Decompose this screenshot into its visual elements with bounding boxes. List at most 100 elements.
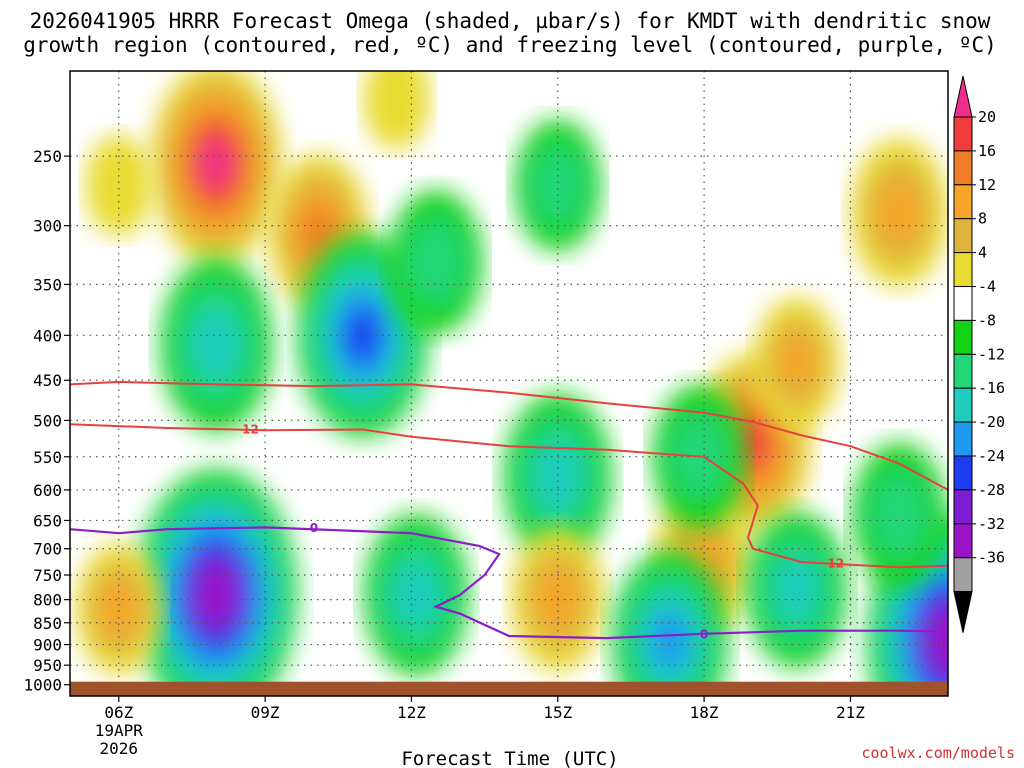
isotherm-label: 12 (827, 557, 844, 571)
colorbar-label: -4 (978, 278, 996, 296)
omega-blob (850, 137, 948, 288)
omega-shade-level (775, 556, 819, 624)
omega-shade-level (100, 580, 138, 638)
colorbar-swatch (953, 252, 973, 288)
omega-shading (70, 71, 948, 696)
y-tick-label: 950 (33, 656, 62, 675)
omega-shade-level (363, 71, 431, 150)
x-axis-title: Forecast Time (UTC) (401, 748, 618, 768)
y-tick-label: 900 (33, 636, 62, 655)
x-tick-label: 21Z (836, 703, 865, 722)
colorbar-swatch (953, 421, 973, 457)
y-tick-label: 1000 (23, 676, 62, 695)
omega-blob (753, 296, 840, 429)
chart-title-line-1: 2026041905 HRRR Forecast Omega (shaded, … (30, 9, 991, 33)
colorbar-label: 8 (978, 210, 987, 228)
plot-area: 12 12 0 0 (69, 70, 949, 697)
isotherm-upper-line (70, 380, 948, 491)
colorbar-label: -12 (978, 345, 1005, 363)
colorbar-swatch (953, 489, 973, 525)
y-tick-label: 600 (33, 481, 62, 500)
omega-shade-level (301, 205, 336, 258)
freezing-level-label: 0 (310, 521, 318, 535)
colorbar-bottom-arrow (953, 591, 973, 633)
omega-blob (611, 550, 729, 696)
temperature-contours: 12 12 0 0 (70, 380, 948, 642)
omega-blob (85, 134, 153, 237)
colorbar-label: -8 (978, 311, 996, 329)
y-tick-label: 850 (33, 614, 62, 633)
omega-blob (363, 513, 469, 676)
colorbar-label: 16 (978, 142, 996, 160)
omega-shade-level (200, 569, 233, 621)
colorbar-swatch (953, 286, 973, 321)
colorbar-swatch (953, 218, 973, 254)
y-tick-label: 550 (33, 448, 62, 467)
colorbar-label: 20 (978, 108, 996, 126)
y-tick-label: 700 (33, 540, 62, 559)
omega-shade-level (531, 145, 584, 226)
omega-blob (852, 442, 947, 587)
colorbar-swatch (953, 523, 973, 559)
omega-shade-level (931, 615, 948, 666)
colorbar-label: 4 (978, 244, 987, 262)
y-tick-label: 250 (33, 147, 62, 166)
colorbar-label: -24 (978, 447, 1005, 465)
y-tick-label: 750 (33, 566, 62, 585)
colorbar: 20 16 12 8 4 -4 -8 -12 -16 -20 -24 -28 -32 -36 (953, 75, 1005, 633)
x-tick-label: 06Z (104, 703, 133, 722)
x-year-label: 2026 (100, 739, 139, 758)
omega-shade-level (878, 180, 921, 245)
omega-shade-level (534, 441, 582, 514)
x-tick-label: 12Z (397, 703, 426, 722)
omega-blob (363, 71, 431, 150)
omega-shade-level (871, 471, 928, 558)
x-date-label: 19APR (95, 721, 144, 740)
isotherm-lower-line (70, 423, 948, 569)
colorbar-swatch (953, 387, 973, 423)
omega-shade-level (85, 134, 153, 237)
omega-blob (150, 71, 283, 266)
y-tick-label: 650 (33, 511, 62, 530)
omega-shade-level (192, 307, 241, 383)
x-tick-label: 15Z (543, 703, 572, 722)
colorbar-swatch (953, 184, 973, 220)
x-tick-label: 18Z (690, 703, 719, 722)
omega-shade-level (778, 334, 816, 392)
freezing-level-line (70, 526, 948, 640)
colorbar-swatch (953, 455, 973, 491)
omega-shade-level (650, 610, 690, 671)
y-tick-label: 300 (33, 217, 62, 236)
colorbar-label: -36 (978, 549, 1005, 567)
ground-layer (70, 681, 948, 696)
colorbar-swatch (953, 150, 973, 186)
chart-title-line-2: growth region (contoured, red, ºC) and f… (23, 33, 997, 57)
y-tick-label: 450 (33, 371, 62, 390)
y-tick-label: 350 (33, 275, 62, 294)
colorbar-label: -32 (978, 515, 1005, 533)
colorbar-swatch (953, 319, 973, 355)
colorbar-label: -20 (978, 413, 1005, 431)
y-tick-label: 500 (33, 411, 62, 430)
x-tick-label: 09Z (251, 703, 280, 722)
omega-shade-level (201, 140, 232, 188)
colorbar-top-arrow (953, 75, 973, 118)
credit-text[interactable]: coolwx.com/models (861, 744, 1015, 762)
colorbar-swatch (953, 116, 973, 152)
colorbar-label: 12 (978, 176, 996, 194)
omega-blob (389, 189, 483, 334)
omega-shade-level (407, 218, 464, 306)
y-axis: 250 300 350 400 450 500 550 600 650 700 750 800 850 9… (23, 147, 70, 695)
colorbar-swatch (953, 557, 973, 593)
omega-blob (75, 543, 162, 676)
colorbar-label: -16 (978, 379, 1005, 397)
omega-shade-level (393, 560, 439, 630)
omega-blob (514, 119, 601, 252)
colorbar-label: -28 (978, 481, 1005, 499)
y-tick-label: 800 (33, 591, 62, 610)
omega-blob (503, 393, 613, 562)
omega-blob (160, 257, 273, 432)
plot-frame (69, 70, 949, 697)
